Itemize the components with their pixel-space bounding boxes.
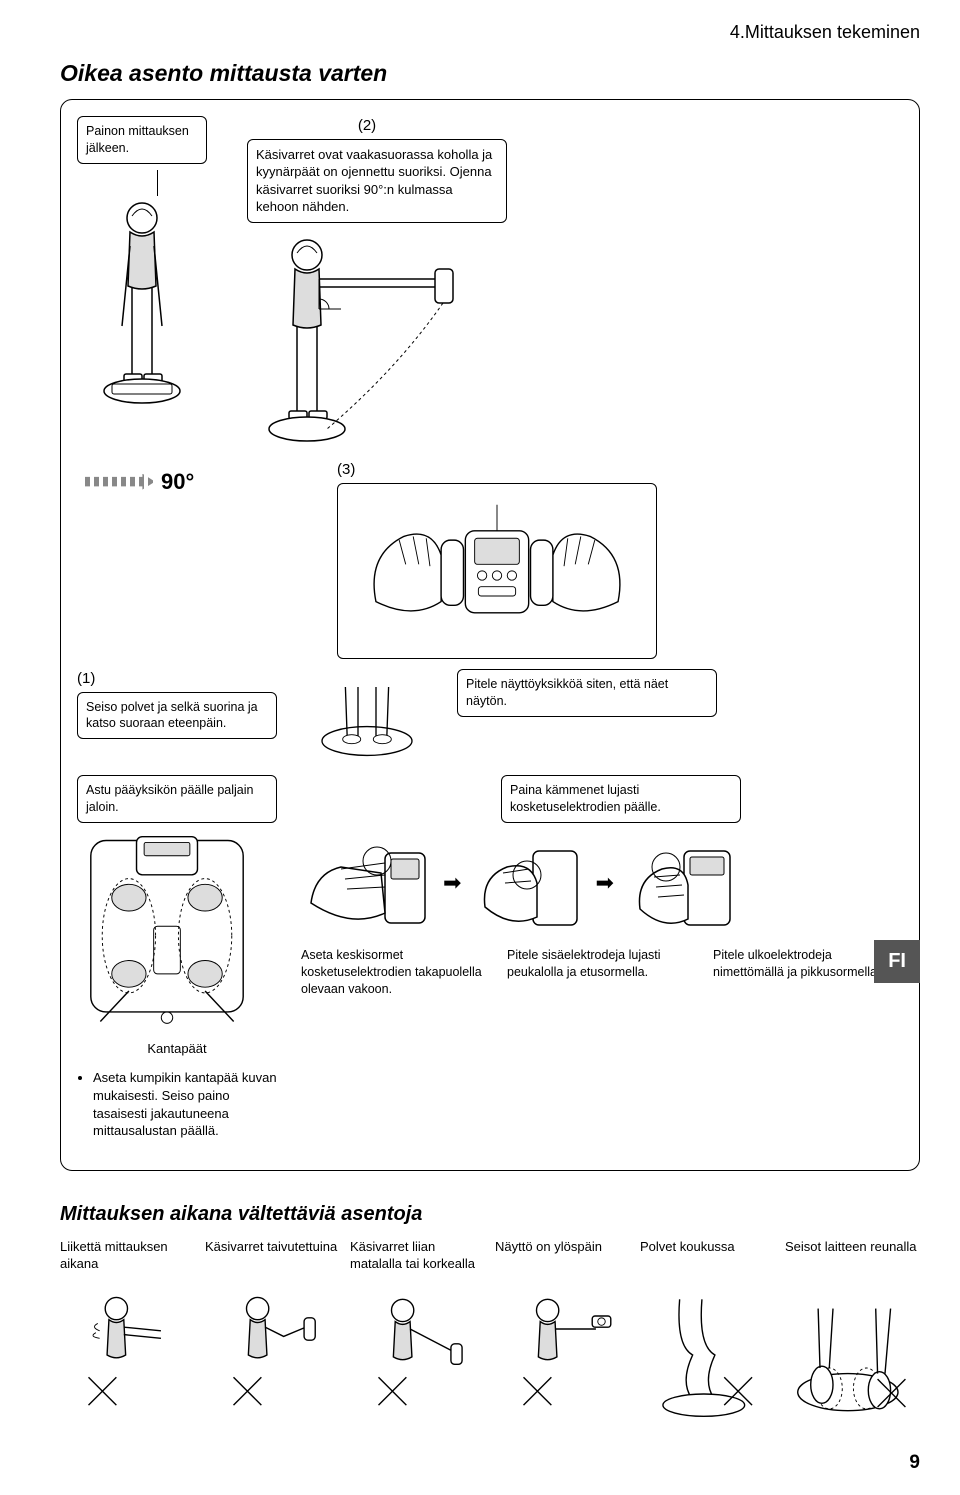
mid-callout-row: (1) Seiso polvet ja selkä suorina ja kat… [77, 669, 903, 759]
avoid-knees-bent-icon [640, 1290, 775, 1420]
avoid-arm-angle-icon [350, 1290, 485, 1420]
figure-2-col: (2) Käsivarret ovat vaakasuorassa koholl… [227, 116, 507, 458]
page: 4.Mittauksen tekeminen Oikea asento mitt… [60, 20, 920, 1475]
figure-3-col: (3) [337, 460, 903, 659]
stand-straight-callout: Seiso polvet ja selkä suorina ja katso s… [77, 692, 277, 740]
step2-label: (2) [358, 116, 376, 136]
step3-label: (3) [337, 460, 903, 480]
language-tab: FI [874, 940, 920, 983]
top-figures-row: Painon mittauksen jälkeen. (2) Käsivarre… [77, 116, 903, 458]
hand-grip-inner-icon [473, 833, 583, 933]
barefoot-callout: Astu pääyksikön päälle paljain jaloin. [77, 775, 277, 823]
step1-block: (1) Seiso polvet ja selkä suorina ja kat… [77, 669, 277, 759]
instruction-panel: Painon mittauksen jälkeen. (2) Käsivarre… [60, 99, 920, 1170]
avoid-label-1: Liikettä mittauksen aikana [60, 1238, 195, 1284]
person-standing-icon [82, 196, 202, 426]
figure-1-col: Painon mittauksen jälkeen. [77, 116, 207, 426]
feet-on-scale-icon [307, 669, 427, 759]
avoid-motion-icon [60, 1290, 195, 1420]
avoid-label-5: Polvet koukussa [640, 1238, 775, 1284]
avoid-grid: Liikettä mittauksen aikana Käsivarret ta… [60, 1238, 920, 1420]
page-number: 9 [60, 1450, 920, 1476]
avoid-label-4: Näyttö on ylöspäin [495, 1238, 630, 1284]
step3-callout-box [337, 483, 657, 660]
mid-grid: Astu pääyksikön päälle paljain jaloin. [77, 775, 903, 1139]
hand-grip-outer-icon [626, 833, 736, 933]
hand-col-2: Pitele sisäelektrodeja lujasti peukaloll… [507, 947, 697, 998]
avoid-title: Mittauksen aikana vältettäviä asentoja [60, 1201, 920, 1228]
avoid-display-up-icon [495, 1290, 630, 1420]
avoid-item-5: Polvet koukussa [640, 1238, 775, 1420]
hold-display-callout: Pitele näyttöyksikköä siten, että näet n… [457, 669, 717, 717]
arms-callout: Käsivarret ovat vaakasuorassa koholla ja… [247, 139, 507, 223]
avoid-label-6: Seisot laitteen reunalla [785, 1238, 920, 1284]
angle-value: 90° [161, 467, 194, 497]
heel-label: Kantapäät [77, 1040, 277, 1058]
press-palms-callout: Paina kämmenet lujasti kosketuselektrodi… [501, 775, 741, 823]
callout-pointer [157, 170, 158, 196]
hand-illustration-row: ➡ ➡ [301, 833, 903, 933]
step1-label: (1) [77, 669, 277, 689]
scale-column: Astu pääyksikön päälle paljain jaloin. [77, 775, 277, 1139]
arrow-icon: ➡ [593, 868, 615, 898]
hand-text-columns: Aseta keskisormet kosketuselektrodien ta… [301, 947, 903, 998]
person-arms-out-icon [237, 229, 497, 459]
avoid-label-2: Käsivarret taivutettuina [205, 1238, 340, 1284]
main-title: Oikea asento mittausta varten [60, 58, 920, 89]
section-header: 4.Mittauksen tekeminen [60, 20, 920, 44]
hand-instructions-column: Paina kämmenet lujasti kosketuselektrodi… [301, 775, 903, 997]
avoid-item-6: Seisot laitteen reunalla [785, 1238, 920, 1420]
avoid-label-3: Käsivarret liian matalalla tai korkealla [350, 1238, 485, 1284]
avoid-item-1: Liikettä mittauksen aikana [60, 1238, 195, 1420]
heel-note-text: Aseta kumpikin kantapää kuvan mukaisesti… [93, 1069, 277, 1139]
hatch-arrow-icon [85, 474, 155, 490]
heel-note-block: Aseta kumpikin kantapää kuvan mukaisesti… [77, 1069, 277, 1139]
scale-top-view-icon [77, 831, 257, 1031]
hands-holding-device-icon [348, 494, 646, 644]
hand-back-finger-icon [301, 833, 431, 933]
weight-after-callout: Painon mittauksen jälkeen. [77, 116, 207, 164]
avoid-item-4: Näyttö on ylöspäin [495, 1238, 630, 1420]
arrow-icon: ➡ [441, 868, 463, 898]
hand-col-1: Aseta keskisormet kosketuselektrodien ta… [301, 947, 491, 998]
avoid-edge-stand-icon [785, 1290, 920, 1420]
avoid-bent-arms-icon [205, 1290, 340, 1420]
avoid-item-3: Käsivarret liian matalalla tai korkealla [350, 1238, 485, 1420]
avoid-item-2: Käsivarret taivutettuina [205, 1238, 340, 1420]
